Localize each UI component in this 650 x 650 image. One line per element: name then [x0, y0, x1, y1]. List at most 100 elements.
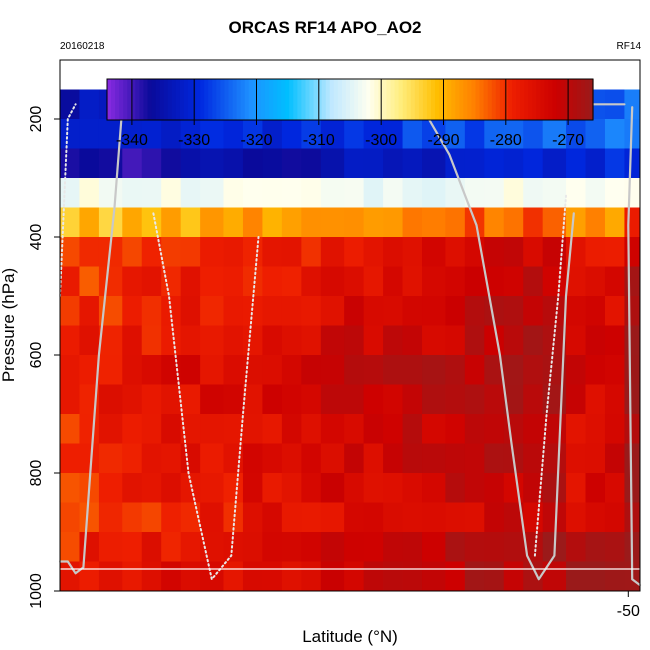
heatmap-cell: [301, 207, 322, 238]
heatmap-cell: [281, 473, 302, 503]
heatmap-cell: [464, 384, 485, 415]
heatmap-cell: [402, 384, 423, 415]
heatmap-cell: [503, 561, 524, 592]
heatmap-cell: [180, 443, 201, 474]
heatmap-cell: [141, 473, 162, 503]
colorbar-segment: [544, 79, 550, 120]
heatmap-cell: [200, 237, 224, 267]
colorbar-segment: [431, 79, 436, 120]
heatmap-cell: [523, 443, 544, 474]
heatmap-cell: [320, 266, 345, 297]
heatmap-cell: [383, 148, 404, 179]
heatmap-cell: [503, 414, 524, 444]
colorbar-segment: [564, 79, 570, 120]
heatmap-cell: [200, 207, 224, 238]
heatmap-cell: [122, 178, 143, 208]
heatmap-cell: [320, 119, 345, 149]
heatmap-cell: [566, 355, 586, 385]
heatmap-cell: [141, 443, 162, 474]
heatmap-cell: [484, 355, 505, 385]
heatmap-cell: [301, 148, 322, 179]
heatmap-cell: [320, 384, 345, 415]
heatmap-cell: [98, 414, 123, 444]
heatmap-cell: [383, 414, 404, 444]
heatmap-cell: [242, 532, 263, 562]
colorbar-segment: [305, 79, 311, 120]
heatmap-cell: [422, 414, 446, 444]
heatmap-cell: [383, 119, 404, 149]
heatmap-cell: [242, 296, 263, 326]
colorbar-segment: [115, 79, 120, 120]
heatmap-cell: [200, 148, 224, 179]
heatmap-cell: [383, 296, 404, 326]
heatmap-cell: [242, 473, 263, 503]
heatmap-cell: [301, 384, 322, 415]
heatmap-cell: [60, 502, 80, 533]
heatmap-cell: [60, 355, 80, 385]
heatmap-cell: [301, 443, 322, 474]
colorbar-segment: [350, 79, 355, 120]
colorbar-segment: [277, 79, 282, 120]
heatmap-cell: [503, 207, 524, 238]
colorbar-segment: [447, 79, 452, 120]
heatmap-cell: [503, 355, 524, 385]
heatmap-cell: [60, 237, 80, 267]
heatmap-cell: [98, 532, 123, 562]
colorbar-segment: [516, 79, 521, 120]
heatmap-cell: [200, 443, 224, 474]
heatmap-cell: [180, 119, 201, 149]
heatmap-cell: [223, 414, 244, 444]
colorbar-segment: [341, 79, 347, 120]
heatmap-cell: [566, 325, 586, 356]
heatmap-cell: [383, 266, 404, 297]
heatmap-cell: [242, 325, 263, 356]
heatmap-cell: [344, 561, 365, 592]
heatmap-cell: [262, 561, 283, 592]
heatmap-cell: [422, 443, 446, 474]
colorbar-segment: [293, 79, 298, 120]
heatmap-cell: [180, 561, 201, 592]
colorbar-segment: [443, 79, 448, 120]
heatmap-cell: [523, 414, 544, 444]
heatmap-cell: [281, 119, 302, 149]
heatmap-cell: [180, 355, 201, 385]
heatmap-cell: [523, 237, 544, 267]
heatmap-cell: [422, 148, 446, 179]
heatmap-cell: [484, 119, 505, 149]
heatmap-cell: [542, 355, 567, 385]
heatmap-cell: [301, 502, 322, 533]
heatmap-cell: [523, 325, 544, 356]
heatmap-cell: [223, 178, 244, 208]
heatmap-cell: [363, 355, 384, 385]
heatmap-cell: [161, 532, 182, 562]
heatmap-cell: [523, 266, 544, 297]
heatmap-cell: [445, 473, 466, 503]
heatmap-cell: [523, 119, 544, 149]
colorbar-segment: [321, 79, 327, 120]
heatmap-cell: [161, 119, 182, 149]
heatmap-cell: [484, 502, 505, 533]
heatmap-cell: [585, 414, 606, 444]
heatmap-cell: [98, 384, 123, 415]
colorbar-tick-label: -320: [240, 132, 272, 149]
heatmap-cell: [281, 266, 302, 297]
heatmap-cell: [98, 266, 123, 297]
heatmap-cell: [79, 89, 100, 120]
colorbar-segment: [556, 79, 562, 120]
colorbar: -340 -330 -320 -310 -300 -290 -280 -270: [106, 78, 594, 149]
heatmap-cell: [200, 119, 224, 149]
colorbar-segment: [111, 79, 116, 120]
heatmap-cell: [363, 266, 384, 297]
heatmap-cell: [200, 296, 224, 326]
heatmap-cell: [402, 237, 423, 267]
heatmap-cell: [523, 148, 544, 179]
heatmap-cell: [624, 237, 641, 267]
heatmap-cell: [301, 119, 322, 149]
heatmap-cell: [566, 532, 586, 562]
heatmap-cell: [242, 502, 263, 533]
heatmap-cell: [122, 148, 143, 179]
heatmap-cell: [122, 473, 143, 503]
heatmap-cell: [180, 325, 201, 356]
heatmap-cell: [262, 178, 283, 208]
heatmap-cell: [98, 178, 123, 208]
